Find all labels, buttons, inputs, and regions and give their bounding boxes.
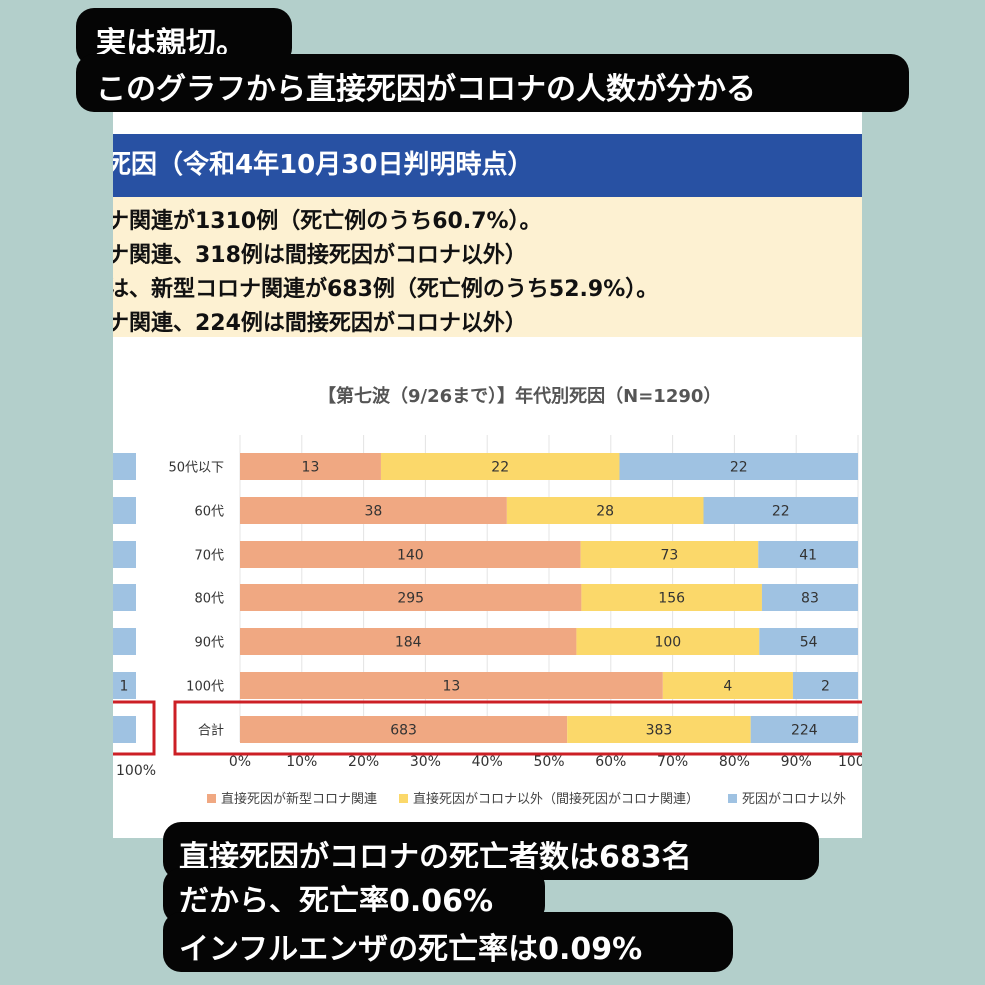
bar-segment xyxy=(380,453,620,480)
data-label: 41 xyxy=(799,548,817,564)
data-label: 54 xyxy=(800,635,818,651)
legend-label: 直接死因がコロナ以外（間接死因がコロナ関連） xyxy=(413,791,699,807)
left-fragment-highlight xyxy=(113,700,156,756)
bar-segment xyxy=(240,672,663,699)
x-tick-label: 60% xyxy=(595,754,626,770)
header-title: 死因（令和4年10月30日判明時点） xyxy=(113,150,534,180)
data-label: 383 xyxy=(646,723,673,739)
left-fragment-bar xyxy=(113,672,136,699)
data-label: 295 xyxy=(397,591,424,607)
legend-swatch xyxy=(399,794,408,803)
data-label: 100 xyxy=(654,635,681,651)
data-label: 22 xyxy=(730,460,748,476)
bar-segment xyxy=(240,628,577,655)
top-callout-line2: このグラフから直接死因がコロナの人数が分かる xyxy=(96,72,756,107)
data-label: 13 xyxy=(443,679,461,695)
bar-segment xyxy=(506,497,704,524)
data-label: 156 xyxy=(658,591,685,607)
data-label: 22 xyxy=(491,460,509,476)
x-tick-label: 10% xyxy=(286,754,317,770)
info-line-3: は、新型コロナ関連が683例（死亡例のうち52.9%）。 xyxy=(113,277,659,302)
data-label: 28 xyxy=(596,504,614,520)
category-label: 50代以下 xyxy=(168,461,224,476)
info-line-2: ナ関連、318例は間接死因がコロナ以外） xyxy=(113,243,527,268)
category-label: 100代 xyxy=(186,680,224,695)
info-line-4: ナ関連、224例は間接死因がコロナ以外） xyxy=(113,311,527,336)
bar-segment xyxy=(662,672,793,699)
bar-segment xyxy=(240,453,381,480)
category-label: 60代 xyxy=(194,505,224,520)
bar-segment xyxy=(750,716,858,743)
top-callout-wide: このグラフから直接死因がコロナの人数が分かる xyxy=(76,54,909,112)
data-label: 184 xyxy=(395,635,422,651)
left-fragment-bar xyxy=(113,497,136,524)
data-label: 73 xyxy=(661,548,679,564)
bar-segment xyxy=(567,716,751,743)
data-label: 83 xyxy=(801,591,819,607)
data-label: 13 xyxy=(302,460,320,476)
x-tick-label: 30% xyxy=(410,754,441,770)
info-line-1: ナ関連が1310例（死亡例のうち60.7%）。 xyxy=(113,209,542,234)
bar-segment xyxy=(240,541,581,568)
left-fragment-bar xyxy=(113,541,136,568)
legend-swatch xyxy=(207,794,216,803)
category-label: 70代 xyxy=(194,549,224,564)
x-tick-label: 50% xyxy=(533,754,564,770)
bar-segment xyxy=(759,628,858,655)
bar-segment xyxy=(792,672,858,699)
data-label: 683 xyxy=(390,723,417,739)
x-tick-label: 70% xyxy=(657,754,688,770)
left-fragment-bar xyxy=(113,584,136,611)
chart-title: 【第七波（9/26まで）】年代別死因（N=1290） xyxy=(318,386,722,407)
chart-panel: 死因（令和4年10月30日判明時点） ナ関連が1310例（死亡例のうち60.7%… xyxy=(113,112,862,838)
data-label: 38 xyxy=(365,504,383,520)
x-tick-label: 40% xyxy=(472,754,503,770)
bar-segment xyxy=(240,497,507,524)
legend-label: 直接死因が新型コロナ関連 xyxy=(221,791,377,807)
bottom-callout-3: インフルエンザの死亡率は0.09% xyxy=(163,912,733,972)
bar-segment xyxy=(240,584,582,611)
x-tick-label: 20% xyxy=(348,754,379,770)
category-label: 合計 xyxy=(198,723,224,739)
bar-segment xyxy=(240,716,568,743)
bottom-callout-line3: インフルエンザの死亡率は0.09% xyxy=(179,932,643,967)
bar-segment xyxy=(761,584,858,611)
x-tick-label: 90% xyxy=(781,754,812,770)
x-tick-label: 0% xyxy=(229,754,251,770)
bar-segment xyxy=(758,541,858,568)
left-fragment-bar xyxy=(113,453,136,480)
bar-segment xyxy=(580,541,759,568)
data-label: 140 xyxy=(397,548,424,564)
category-label: 90代 xyxy=(194,636,224,651)
x-tick-label: 100% xyxy=(838,754,862,770)
left-fragment-label: 1 xyxy=(120,679,129,695)
left-fragment-axis-label: 100% xyxy=(116,763,156,779)
info-box: ナ関連が1310例（死亡例のうち60.7%）。 ナ関連、318例は間接死因がコロ… xyxy=(113,197,862,337)
left-fragment-bar xyxy=(113,628,136,655)
legend-label: 死因がコロナ以外 xyxy=(742,792,846,807)
bar-segment xyxy=(703,497,858,524)
header-banner: 死因（令和4年10月30日判明時点） xyxy=(113,134,862,197)
legend-swatch xyxy=(728,794,737,803)
bar-segment xyxy=(619,453,858,480)
bar-segment xyxy=(581,584,762,611)
total-highlight-box xyxy=(173,700,862,756)
data-label: 2 xyxy=(821,679,830,695)
bar-segment xyxy=(576,628,760,655)
left-fragment-bar xyxy=(113,716,136,743)
data-label: 4 xyxy=(723,679,732,695)
x-tick-label: 80% xyxy=(719,754,750,770)
category-label: 80代 xyxy=(194,592,224,607)
data-label: 224 xyxy=(791,723,818,739)
data-label: 22 xyxy=(772,504,790,520)
